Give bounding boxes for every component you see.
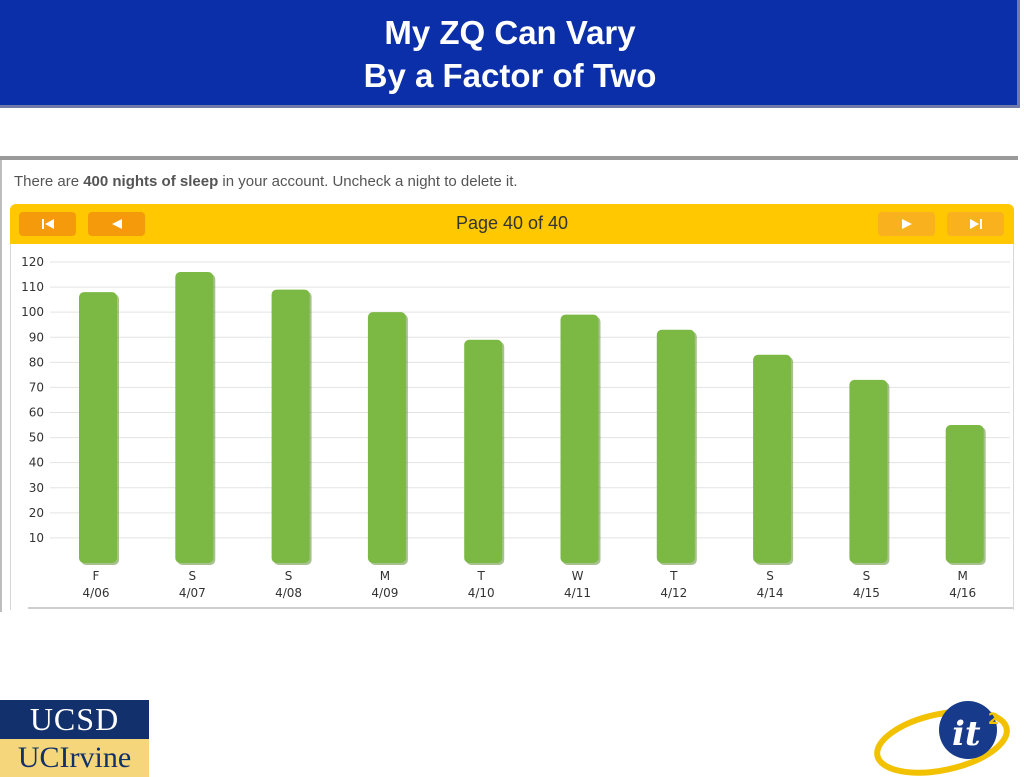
- prev-page-icon: [111, 219, 122, 229]
- slide-title-line2: By a Factor of Two: [363, 57, 657, 94]
- x-day-label: M: [958, 569, 968, 583]
- bar: [271, 289, 310, 563]
- x-date-label: 4/07: [179, 586, 206, 600]
- notice-suffix: in your account. Uncheck a night to dele…: [218, 173, 518, 190]
- account-notice: There are 400 nights of sleep in your ac…: [14, 173, 518, 190]
- x-day-label: W: [572, 569, 584, 583]
- bar: [656, 329, 695, 563]
- x-day-label: S: [188, 569, 196, 583]
- chart-baseline: [28, 607, 1013, 609]
- slide-title-line1: My ZQ Can Vary: [384, 14, 636, 51]
- chart-frame: [10, 244, 1014, 610]
- nights-count: 400 nights of sleep: [83, 173, 219, 190]
- pager-bar: Page 40 of 40: [10, 204, 1014, 244]
- bar: [367, 312, 406, 563]
- y-tick-label: 90: [29, 330, 44, 344]
- title-banner: My ZQ Can Vary By a Factor of Two: [0, 0, 1020, 108]
- y-tick-label: 20: [29, 506, 44, 520]
- last-page-icon: [969, 219, 982, 229]
- y-tick-label: 50: [29, 431, 44, 445]
- x-day-label: F: [93, 569, 100, 583]
- x-date-label: 4/10: [468, 586, 495, 600]
- prev-page-button[interactable]: [88, 212, 145, 236]
- it2-logo: it 2: [874, 701, 1010, 776]
- page-indicator: Page 40 of 40: [455, 213, 569, 233]
- bar: [849, 379, 888, 563]
- last-page-button[interactable]: [947, 212, 1004, 236]
- x-day-label: S: [285, 569, 293, 583]
- y-tick-label: 10: [29, 531, 44, 545]
- x-date-label: 4/14: [757, 586, 784, 600]
- it2-logo-sup: 2: [988, 709, 999, 728]
- bar: [175, 272, 214, 563]
- next-page-button[interactable]: [878, 212, 935, 236]
- bar: [753, 354, 792, 563]
- notice-prefix: There are: [14, 173, 84, 190]
- x-date-label: 4/11: [564, 586, 591, 600]
- x-day-label: T: [669, 569, 678, 583]
- x-date-label: 4/06: [83, 586, 110, 600]
- y-tick-label: 110: [21, 280, 44, 294]
- y-tick-label: 60: [29, 406, 44, 420]
- y-tick-label: 100: [21, 305, 44, 319]
- x-date-label: 4/12: [660, 586, 687, 600]
- bar: [560, 314, 599, 563]
- first-page-button[interactable]: [19, 212, 76, 236]
- bar: [945, 425, 984, 563]
- x-date-label: 4/09: [371, 586, 398, 600]
- ucirvine-logo: UCIrvine: [0, 739, 149, 777]
- next-page-icon: [901, 219, 912, 229]
- y-tick-label: 80: [29, 355, 44, 369]
- x-date-label: 4/15: [853, 586, 880, 600]
- it2-logo-text: it: [952, 714, 981, 754]
- x-day-label: M: [380, 569, 390, 583]
- panel-edge: [0, 160, 2, 612]
- x-day-label: S: [863, 569, 871, 583]
- bar: [79, 292, 117, 563]
- first-page-icon: [41, 219, 54, 229]
- bar: [464, 339, 503, 563]
- x-day-label: T: [477, 569, 486, 583]
- ucsd-logo: UCSD: [0, 700, 149, 739]
- x-date-label: 4/16: [949, 586, 976, 600]
- y-tick-label: 70: [29, 380, 44, 394]
- y-tick-label: 120: [21, 255, 44, 269]
- y-tick-label: 40: [29, 456, 44, 470]
- x-day-label: S: [766, 569, 774, 583]
- y-tick-label: 30: [29, 481, 44, 495]
- x-date-label: 4/08: [275, 586, 302, 600]
